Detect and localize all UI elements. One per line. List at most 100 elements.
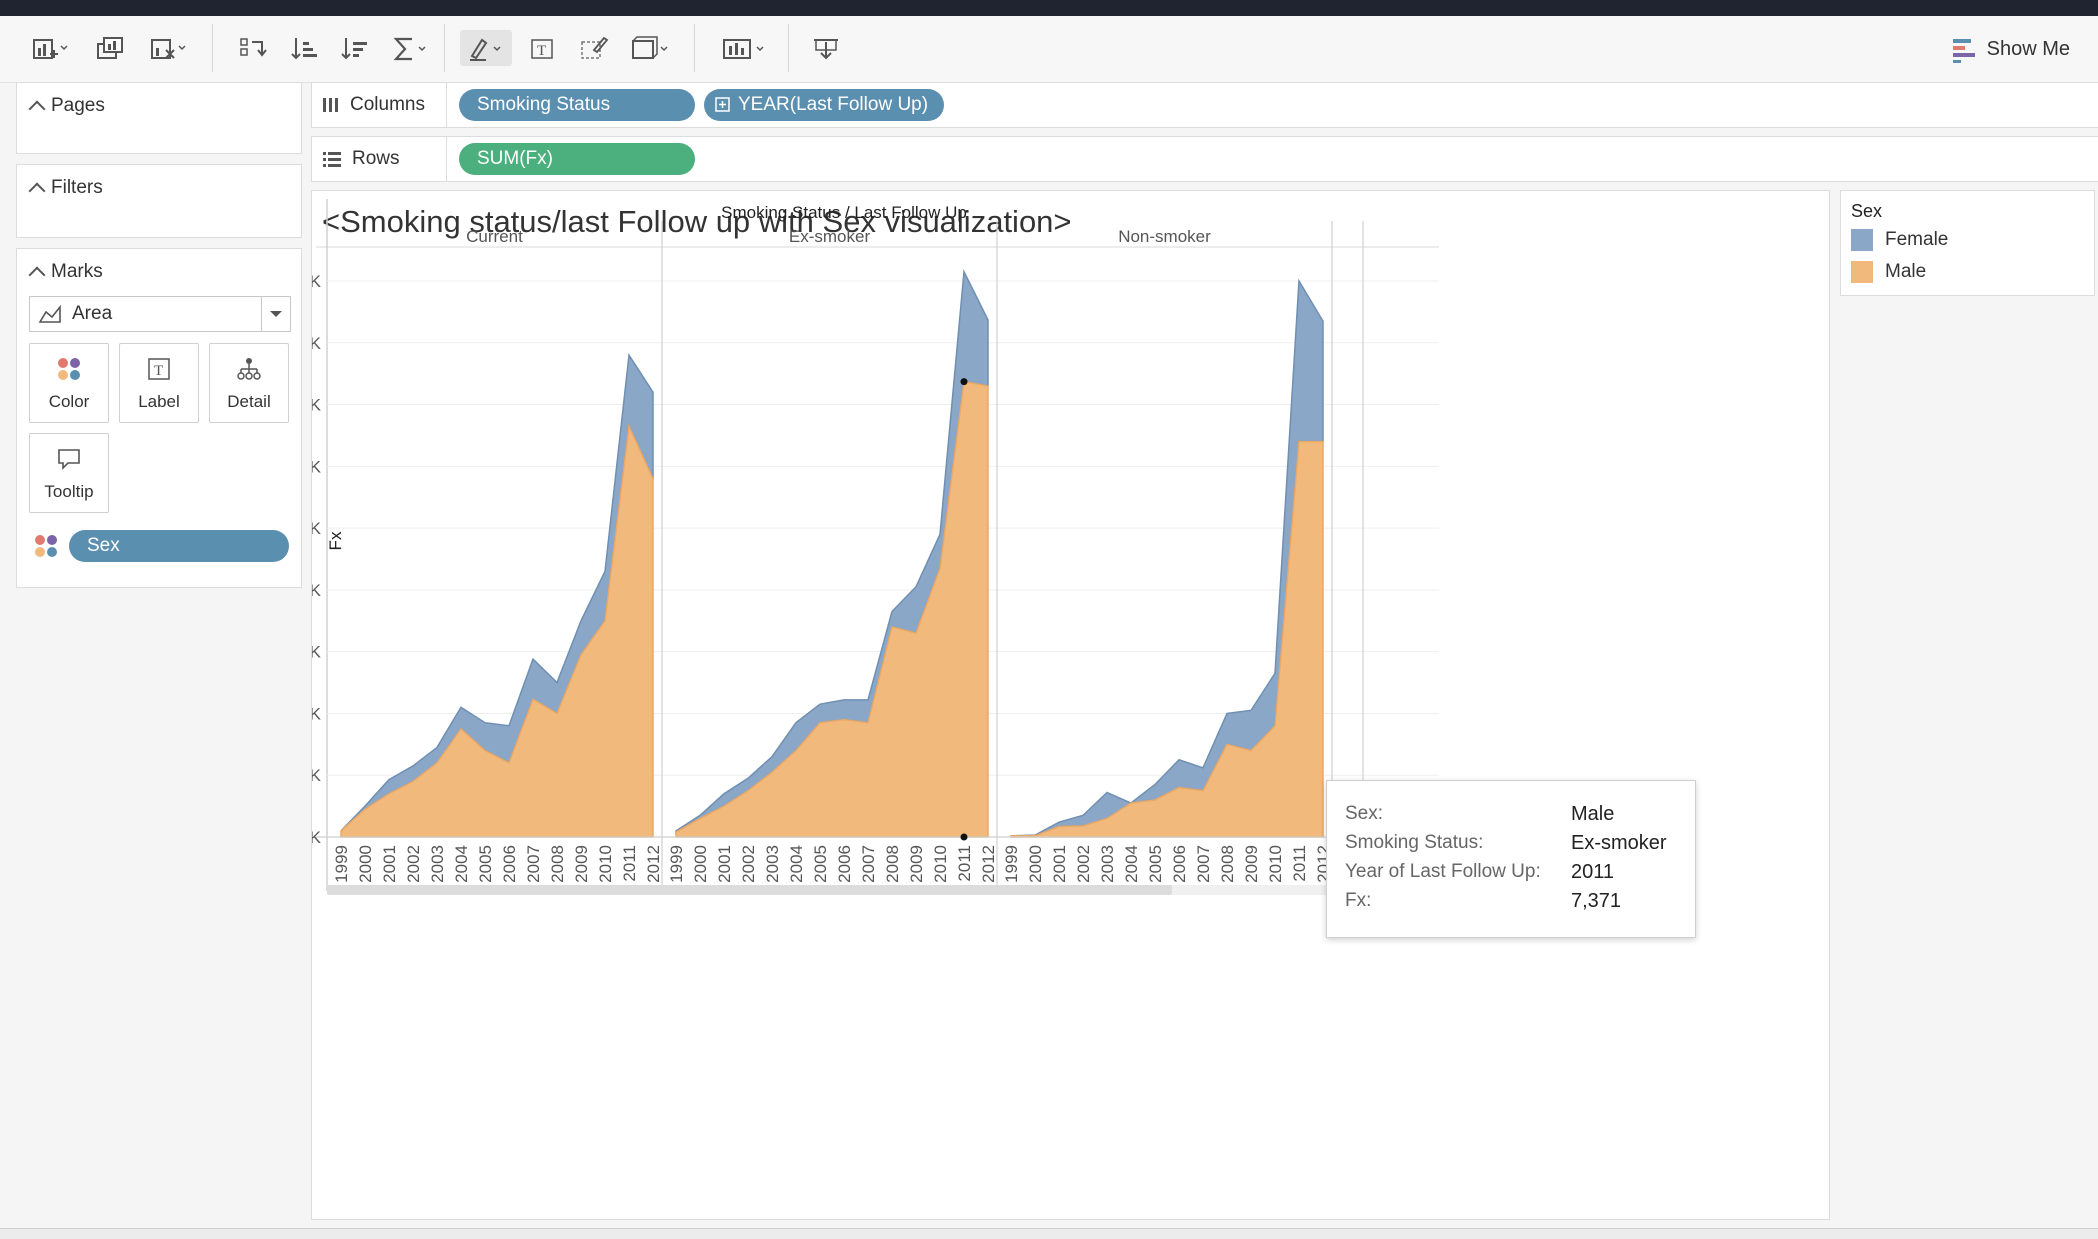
tooltip-value: Ex-smoker [1571,832,1667,854]
rows-label-text: Rows [352,148,400,169]
show-me-label: Show Me [1986,37,2070,60]
smoking-status-pill[interactable]: Smoking Status [459,89,695,121]
toolbar-separator [444,24,445,72]
download-icon[interactable] [806,30,846,66]
sheet-tabs-bar [0,1228,2098,1239]
y-tick-label: 6K [312,457,322,476]
area-male-ex-smoker [675,380,989,838]
marks-card-header[interactable]: Marks [28,261,103,283]
collapse-chevron-icon[interactable] [28,100,46,117]
panel-header-label: Current [466,227,523,246]
highlight-pen-icon[interactable] [460,30,512,66]
sort-descending-icon[interactable] [334,30,374,66]
collapse-chevron-icon[interactable] [28,266,46,283]
legend-item-male[interactable]: Male [1851,261,1926,283]
x-tick-label: 2008 [1218,845,1237,883]
swap-rows-columns-icon[interactable] [232,30,272,66]
y-tick-label: 4K [312,581,322,600]
pages-card-header[interactable]: Pages [28,95,105,117]
filters-card: Filters [16,164,302,238]
x-tick-label: 2007 [859,845,878,883]
totals-sigma-icon[interactable] [386,30,426,66]
x-tick-label: 2000 [356,845,375,883]
pages-card: Pages [16,82,302,154]
dropdown-arrow-icon[interactable] [261,297,290,331]
sum-fx-pill[interactable]: SUM(Fx) [459,143,695,175]
tooltip-value: Male [1571,803,1615,825]
x-tick-label: 2001 [1050,845,1069,883]
tooltip-mark-card[interactable]: Tooltip [29,433,109,513]
color-card-label: Color [48,392,90,411]
new-data-source-icon[interactable] [26,30,68,66]
x-tick-label: 1999 [667,845,686,883]
y-axis-label: Fx [326,531,345,550]
shelf-divider [446,83,447,127]
sex-legend: Sex Female Male [1840,190,2095,296]
toolbar-separator [212,24,213,72]
x-tick-label: 2009 [572,845,591,883]
legend-label-male: Male [1885,261,1927,282]
show-labels-icon[interactable]: T [522,30,562,66]
x-tick-label: 2001 [715,845,734,883]
x-tick-label: 2010 [596,845,615,883]
x-tick-label: 2003 [1098,845,1117,883]
x-tick-label: 2002 [404,845,423,883]
detail-mark-card[interactable]: Detail [209,343,289,423]
marks-card: Marks Area Color T Label Detail Tooltip … [16,248,302,588]
color-mark-card[interactable]: Color [29,343,109,423]
x-tick-label: 2005 [811,845,830,883]
area-mark-icon [38,304,61,323]
toolbar-separator [694,24,695,72]
filters-title: Filters [51,177,103,198]
highlight-base-point [960,833,968,841]
legend-swatch-female [1851,229,1873,251]
window-top-bar [0,0,2098,16]
mark-type-dropdown[interactable]: Area [29,296,291,332]
area-chart[interactable]: <Smoking status/last Follow up with Sex … [300,191,1829,1219]
tooltip-value: 2011 [1571,861,1615,883]
duplicate-sheet-icon[interactable] [88,30,128,66]
columns-icon [323,98,338,112]
x-tick-label: 2000 [1026,845,1045,883]
highlight-point [960,378,968,386]
y-tick-label: 5K [312,519,322,538]
svg-text:T: T [537,43,546,59]
x-tick-label: 2000 [691,845,710,883]
presentation-mode-icon[interactable] [716,30,772,66]
tooltip-key: Sex: [1345,803,1384,824]
mark-type-label: Area [72,303,113,324]
visualization-pane: <Smoking status/last Follow up with Sex … [300,190,1830,1220]
show-me-icon [1952,39,1975,63]
year-pill-label: YEAR(Last Follow Up) [738,94,929,115]
tooltip-row-smoking-status: Smoking Status: Ex-smoker [1345,832,1667,855]
clear-sheet-icon[interactable] [144,30,186,66]
area-male-non-smoker [1010,440,1324,838]
x-tick-label: 2003 [763,845,782,883]
x-tick-label: 2004 [787,845,806,883]
tooltip-card-label: Tooltip [44,482,94,501]
x-tick-label: 2009 [907,845,926,883]
y-tick-label: 3K [312,643,322,662]
x-tick-label: 2007 [1194,845,1213,883]
sex-color-pill[interactable]: Sex [69,530,289,562]
y-tick-label: 9K [312,272,322,291]
show-me-button[interactable]: Show Me [1951,34,2070,64]
x-tick-label: 2005 [476,845,495,883]
legend-item-female[interactable]: Female [1851,229,1948,251]
sort-ascending-icon[interactable] [284,30,324,66]
x-tick-label: 2001 [380,845,399,883]
tooltip-key: Fx: [1345,890,1372,911]
label-mark-card[interactable]: T Label [119,343,199,423]
collapse-chevron-icon[interactable] [28,182,46,199]
year-last-follow-up-pill[interactable]: YEAR(Last Follow Up) [704,89,944,121]
expand-plus-icon[interactable] [714,96,732,114]
x-tick-label: 2012 [979,845,998,883]
x-tick-label: 1999 [1002,845,1021,883]
annotate-icon[interactable] [574,30,614,66]
filters-card-header[interactable]: Filters [28,177,103,199]
horizontal-scrollbar[interactable] [327,885,1172,895]
fit-view-icon[interactable] [624,30,668,66]
marks-title: Marks [51,261,103,282]
x-tick-label: 2012 [644,845,663,883]
x-tick-label: 2011 [955,845,974,882]
